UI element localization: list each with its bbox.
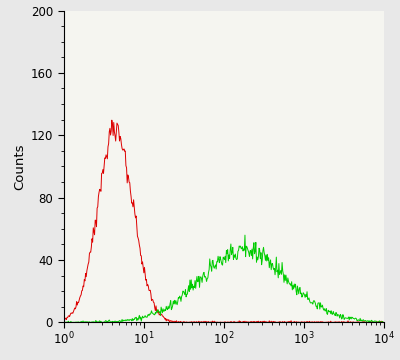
- Y-axis label: Counts: Counts: [14, 143, 26, 190]
